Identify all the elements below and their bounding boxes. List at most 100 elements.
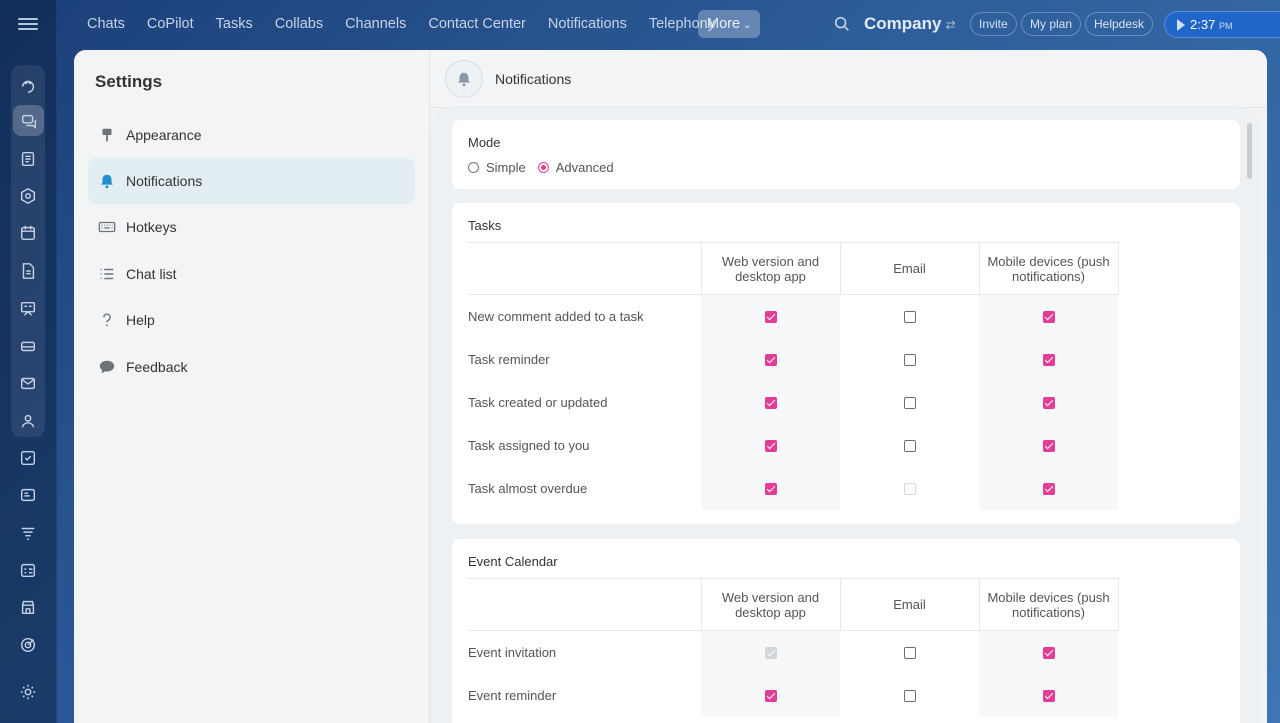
- bell-icon: [445, 60, 483, 98]
- helpdesk-button[interactable]: Helpdesk: [1085, 12, 1154, 36]
- web-checkbox: [764, 647, 777, 660]
- email-checkbox[interactable]: [903, 647, 916, 660]
- table-row: Event reminder: [468, 673, 1118, 717]
- email-checkbox[interactable]: [903, 690, 916, 703]
- cell-web: [701, 423, 840, 467]
- cell-web: [701, 673, 840, 717]
- column-header-web: Web version and desktop app: [700, 242, 840, 295]
- scrollbar[interactable]: [1247, 123, 1252, 179]
- calendar-icon[interactable]: [14, 219, 42, 247]
- cell-web: [701, 337, 840, 381]
- nav-chats[interactable]: Chats: [87, 16, 125, 32]
- event-calendar-table-body: Event invitation Event reminder: [468, 630, 1118, 717]
- drive-icon[interactable]: [14, 332, 42, 360]
- nav-copilot[interactable]: CoPilot: [146, 16, 194, 32]
- more-button[interactable]: More ⌄: [698, 10, 761, 38]
- email-checkbox[interactable]: [903, 397, 916, 410]
- question-icon: [98, 311, 116, 329]
- mobile-checkbox[interactable]: [1042, 440, 1055, 453]
- row-label: Task almost overdue: [468, 480, 588, 496]
- boards-icon[interactable]: [14, 295, 42, 323]
- nav-telephony[interactable]: Telephony: [648, 16, 715, 32]
- sidebar-item-label: Appearance: [126, 127, 202, 143]
- list-icon: [98, 265, 116, 283]
- nav-contact-center[interactable]: Contact Center: [428, 16, 526, 32]
- cell-mobile: [979, 294, 1118, 338]
- store-icon[interactable]: [14, 593, 42, 621]
- mobile-checkbox[interactable]: [1042, 354, 1055, 367]
- page-title: Notifications: [495, 71, 572, 87]
- sidebar-item-feedback[interactable]: Feedback: [88, 344, 415, 390]
- web-checkbox[interactable]: [764, 483, 777, 496]
- bell-icon: [98, 172, 116, 190]
- sidebar-item-label: Notifications: [126, 173, 203, 189]
- radio-simple[interactable]: [468, 162, 479, 173]
- section-title: Tasks: [468, 218, 502, 233]
- row-label: Event invitation: [468, 644, 557, 660]
- column-header-web: Web version and desktop app: [700, 578, 840, 631]
- web-checkbox[interactable]: [764, 397, 777, 410]
- search-icon[interactable]: [833, 15, 851, 33]
- sites-icon[interactable]: [14, 519, 42, 547]
- nav-channels[interactable]: Channels: [345, 16, 407, 32]
- table-header-row: Web version and desktop app Email Mobile…: [468, 578, 1119, 631]
- event-calendar-table: Web version and desktop app Email Mobile…: [468, 578, 1119, 717]
- tasks-icon[interactable]: [14, 444, 42, 472]
- radio-advanced[interactable]: [537, 162, 549, 173]
- company-name: Company: [864, 14, 942, 33]
- email-checkbox[interactable]: [903, 354, 916, 367]
- booking-icon[interactable]: [14, 556, 42, 584]
- mobile-checkbox[interactable]: [1042, 311, 1055, 324]
- left-rail: [0, 0, 57, 723]
- row-label: Task assigned to you: [468, 437, 590, 453]
- mobile-checkbox[interactable]: [1042, 397, 1055, 410]
- invite-button[interactable]: Invite: [970, 12, 1017, 36]
- web-checkbox[interactable]: [764, 440, 777, 453]
- mail-icon[interactable]: [14, 369, 42, 397]
- keyboard-icon: [98, 218, 116, 236]
- top-nav: Chats CoPilot Tasks Collabs Channels Con…: [87, 15, 737, 33]
- email-checkbox[interactable]: [903, 440, 916, 453]
- clock-ampm: PM: [1218, 21, 1233, 31]
- sidebar-item-chat-list[interactable]: Chat list: [88, 251, 415, 297]
- radio-simple-label[interactable]: Simple: [486, 160, 526, 175]
- sidebar-item-appearance[interactable]: Appearance: [88, 112, 415, 158]
- chat-icon[interactable]: [13, 105, 44, 136]
- collab-icon[interactable]: [14, 182, 42, 210]
- nav-collabs[interactable]: Collabs: [274, 16, 324, 32]
- web-checkbox[interactable]: [764, 354, 777, 367]
- sidebar-item-help[interactable]: Help: [88, 297, 415, 343]
- crm-icon[interactable]: [14, 481, 42, 509]
- sidebar-item-hotkeys[interactable]: Hotkeys: [88, 204, 415, 250]
- cell-mobile: [979, 337, 1118, 381]
- settings-icon[interactable]: [14, 678, 42, 706]
- copilot-icon[interactable]: [14, 71, 42, 99]
- groups-icon[interactable]: [14, 407, 42, 435]
- mobile-checkbox[interactable]: [1042, 690, 1055, 703]
- row-label: New comment added to a task: [468, 308, 644, 324]
- table-row: New comment added to a task: [468, 294, 1118, 338]
- my-plan-button[interactable]: My plan: [1021, 12, 1082, 36]
- web-checkbox[interactable]: [764, 311, 777, 324]
- radio-advanced-label[interactable]: Advanced: [555, 160, 614, 175]
- menu-icon[interactable]: [18, 15, 38, 33]
- company-switcher[interactable]: Company ⇄: [864, 14, 956, 34]
- sidebar-item-notifications[interactable]: Notifications: [88, 158, 415, 204]
- web-checkbox[interactable]: [764, 690, 777, 703]
- email-checkbox[interactable]: [903, 311, 916, 324]
- cell-email: [840, 338, 979, 381]
- settings-title: Settings: [95, 72, 163, 91]
- sidebar-item-label: Help: [126, 312, 155, 328]
- worktime-clock[interactable]: 2:37 PM: [1164, 11, 1280, 38]
- feed-icon[interactable]: [14, 145, 42, 173]
- mobile-checkbox[interactable]: [1042, 647, 1055, 660]
- settings-sidebar: Settings Appearance Notifications Hotkey…: [74, 50, 430, 723]
- table-header-row: Web version and desktop app Email Mobile…: [468, 242, 1119, 295]
- mobile-checkbox[interactable]: [1042, 483, 1055, 496]
- switch-icon: ⇄: [945, 18, 956, 32]
- docs-icon[interactable]: [14, 257, 42, 285]
- goals-icon[interactable]: [14, 631, 42, 659]
- nav-notifications[interactable]: Notifications: [547, 16, 627, 32]
- row-label: Task created or updated: [468, 394, 608, 410]
- nav-tasks[interactable]: Tasks: [215, 16, 253, 32]
